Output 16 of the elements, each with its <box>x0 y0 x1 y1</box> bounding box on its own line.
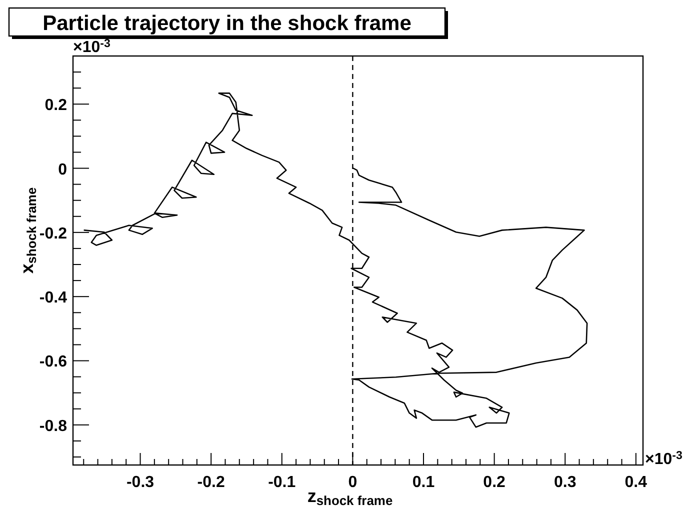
y-tick-label: -0.8 <box>39 418 68 435</box>
text: ×10$^{-3}$ <box>645 450 682 468</box>
text: ×10$^{-3}$ <box>73 38 110 56</box>
y-tick-label: -0.2 <box>39 225 68 242</box>
x-tick-label: -0.1 <box>268 474 296 491</box>
x-tick-label: 0.4 <box>624 474 648 491</box>
x-tick-label: 0.2 <box>483 474 506 491</box>
y-tick-label: 0.2 <box>44 97 68 114</box>
x-tick-label: 0.1 <box>412 474 435 491</box>
x-tick-label: 0.3 <box>554 474 576 491</box>
x-tick-label: -0.3 <box>126 474 154 491</box>
y-tick-label: 0 <box>58 161 68 178</box>
y-tick-label: -0.6 <box>39 354 68 371</box>
chart-title: Particle trajectory in the shock frame <box>42 12 412 35</box>
x-tick-label: -0.2 <box>197 474 225 491</box>
y-tick-label: -0.4 <box>39 290 68 307</box>
